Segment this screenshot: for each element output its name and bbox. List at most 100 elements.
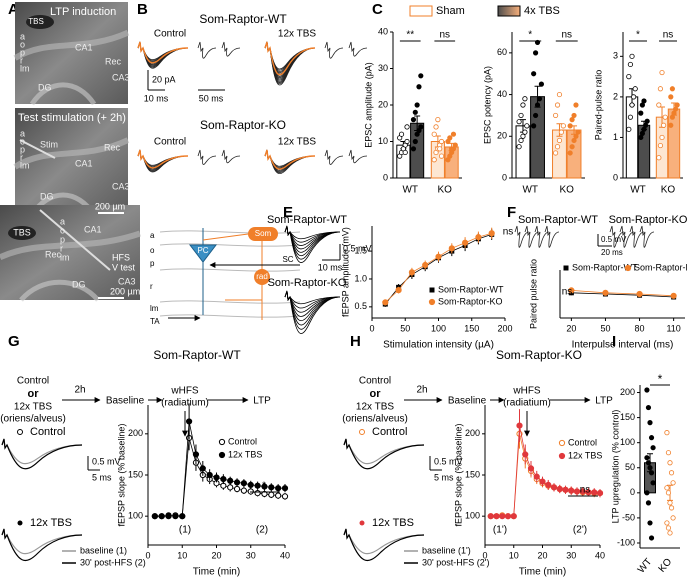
label: a bbox=[20, 128, 25, 138]
trace bbox=[524, 225, 540, 248]
data-point bbox=[233, 479, 241, 486]
label: Rec bbox=[104, 142, 121, 152]
trace bbox=[197, 149, 217, 165]
x-tick-label: 10 bbox=[177, 550, 187, 560]
data-point bbox=[669, 86, 675, 92]
data-point bbox=[487, 513, 494, 520]
label: HFS bbox=[112, 252, 130, 262]
legend-marker bbox=[359, 520, 365, 526]
legend-marker bbox=[624, 264, 632, 272]
data-point bbox=[562, 486, 569, 493]
data-point bbox=[382, 299, 389, 306]
data-point bbox=[665, 450, 672, 456]
data-point bbox=[220, 476, 227, 483]
data-point bbox=[545, 481, 552, 488]
data-point bbox=[656, 102, 662, 108]
annotation: * bbox=[262, 481, 266, 492]
x-axis-label: Stimulation intensity (µA) bbox=[383, 340, 494, 351]
y-tick-label: 100 bbox=[465, 511, 480, 521]
data-point bbox=[667, 460, 673, 466]
data-point bbox=[648, 535, 655, 541]
electrode bbox=[39, 209, 111, 271]
label: 2h bbox=[416, 385, 427, 396]
panel-label: G bbox=[8, 333, 20, 350]
label: 12x TBS bbox=[372, 517, 414, 529]
layer-boundary bbox=[159, 230, 301, 234]
data-point bbox=[645, 404, 652, 411]
data-point bbox=[450, 131, 457, 137]
data-point bbox=[254, 490, 261, 497]
data-point bbox=[674, 102, 680, 108]
data-point bbox=[538, 81, 545, 87]
data-point bbox=[520, 102, 526, 108]
legend-label: 12x TBS bbox=[228, 449, 262, 459]
data-point bbox=[532, 112, 539, 119]
data-point bbox=[569, 144, 575, 150]
data-point bbox=[158, 513, 165, 520]
trace bbox=[137, 149, 189, 169]
label: 12x TBS bbox=[14, 402, 52, 413]
data-point bbox=[172, 513, 179, 520]
legend-label: 4x TBS bbox=[524, 5, 560, 17]
x-tick-label: 50 bbox=[400, 323, 410, 333]
data-point bbox=[534, 102, 541, 108]
data-point bbox=[668, 470, 675, 476]
label: TBS bbox=[28, 17, 44, 26]
x-tick-label: 10 bbox=[509, 550, 519, 560]
y-axis-label: Paired-pulse ratio bbox=[593, 70, 603, 141]
data-point bbox=[556, 485, 563, 493]
data-point bbox=[665, 490, 672, 496]
y-tick-label: 20 bbox=[497, 131, 507, 141]
legend-marker bbox=[563, 265, 569, 271]
data-point bbox=[533, 473, 540, 480]
x-tick-label: WT bbox=[636, 557, 654, 576]
x-tick-label: 110 bbox=[666, 323, 680, 333]
y-tick-label: 150 bbox=[128, 469, 143, 479]
y-tick-label: 0 bbox=[630, 487, 635, 497]
significance: * bbox=[658, 372, 663, 386]
label: CA1 bbox=[75, 158, 93, 168]
data-point bbox=[488, 230, 495, 237]
data-point bbox=[552, 112, 559, 119]
data-point bbox=[532, 50, 539, 56]
data-point bbox=[254, 482, 261, 489]
y-axis-label: EPSC potency (pA) bbox=[482, 66, 492, 144]
label: Som-Raptor-KO bbox=[496, 348, 582, 362]
panel-label: C bbox=[372, 1, 383, 18]
y-tick-label: 2 bbox=[613, 91, 618, 101]
annotation: (2') bbox=[573, 525, 587, 536]
data-point bbox=[568, 487, 575, 494]
label: r bbox=[20, 152, 23, 162]
data-point bbox=[569, 117, 575, 123]
label: 0.5 mV bbox=[434, 456, 463, 466]
layer-boundary bbox=[159, 300, 301, 304]
data-point bbox=[659, 134, 665, 141]
label: o bbox=[20, 136, 25, 146]
label: a bbox=[60, 216, 65, 226]
x-tick-label: KO bbox=[438, 185, 453, 196]
trace bbox=[197, 41, 217, 59]
series-line bbox=[154, 437, 286, 517]
data-point bbox=[602, 289, 609, 296]
label: or bbox=[28, 388, 40, 400]
y-tick-label: 40 bbox=[497, 89, 507, 99]
label: 30' post-HFS (2) bbox=[80, 557, 146, 567]
data-point bbox=[670, 515, 676, 521]
bar bbox=[530, 96, 545, 179]
label: Control bbox=[30, 426, 65, 438]
label: wHFS bbox=[170, 386, 199, 397]
annotation: ns bbox=[580, 485, 591, 496]
data-point bbox=[404, 138, 410, 145]
data-point bbox=[641, 98, 647, 104]
data-point bbox=[410, 146, 417, 152]
significance: * bbox=[528, 30, 532, 41]
trace bbox=[343, 438, 425, 470]
data-point bbox=[275, 485, 282, 492]
label: (radiatium) bbox=[161, 398, 209, 409]
data-point bbox=[192, 451, 200, 458]
label: DG bbox=[38, 82, 52, 92]
x-tick-label: 100 bbox=[431, 323, 446, 333]
y-tick-label: -50 bbox=[622, 512, 635, 522]
data-point bbox=[199, 465, 206, 472]
